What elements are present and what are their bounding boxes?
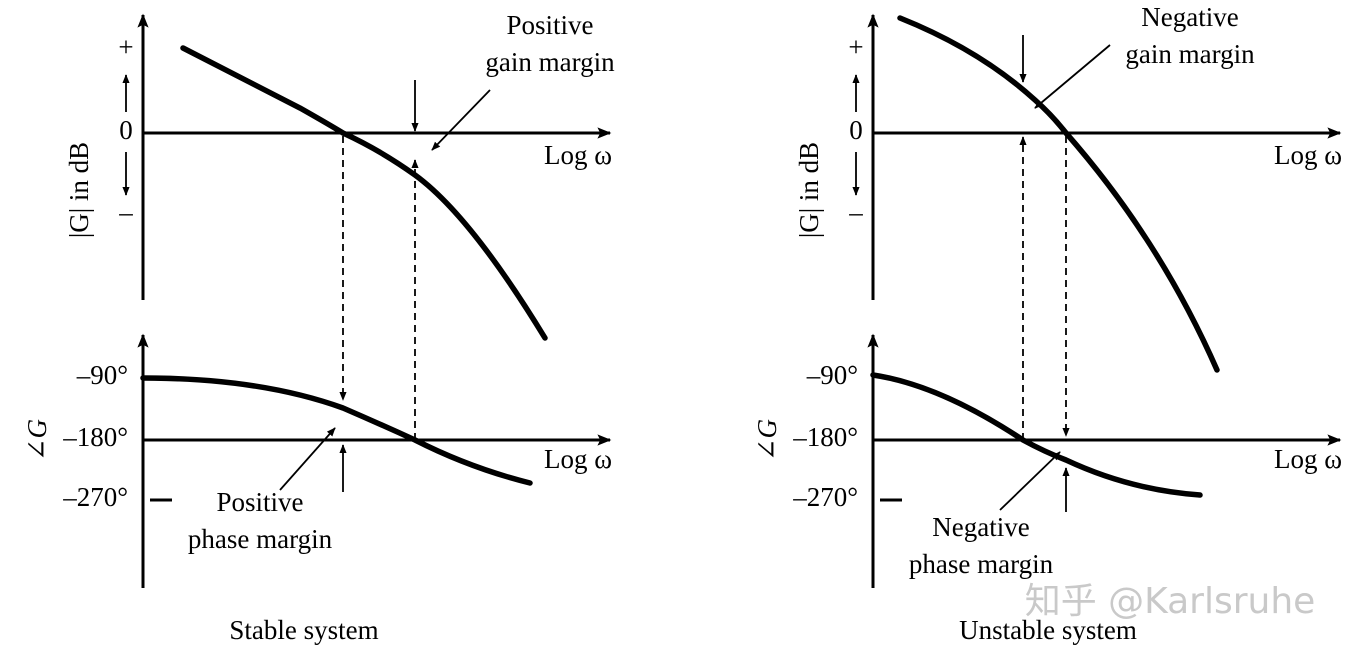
tick-label: + (848, 32, 863, 62)
axis-label: |G| in dB (64, 142, 94, 238)
magnitude-curve (897, 15, 1220, 373)
tick-label: –270° (62, 482, 128, 512)
tick-label: 0 (119, 115, 133, 145)
x-label: Log ω (544, 444, 612, 474)
tick-label: 0 (849, 115, 863, 145)
axis-label: |G| in dB (794, 142, 824, 238)
tick-label: – (118, 197, 133, 227)
annotation: gain margin (485, 47, 615, 77)
tick-label: –180° (62, 422, 128, 452)
x-label: Log ω (544, 140, 612, 170)
phase-curve (870, 372, 1203, 498)
tick-label: –90° (76, 360, 128, 390)
annotation: phase margin (188, 524, 333, 554)
annotation: Positive (506, 10, 593, 40)
caption: Unstable system (959, 615, 1137, 645)
stable-panel: + 0 – |G| in dB Log ω Positive gain marg… (22, 10, 615, 645)
annotation: Positive (216, 487, 303, 517)
axis-label: ∠G (752, 419, 782, 461)
pointer (431, 89, 491, 151)
magnitude-curve (180, 45, 548, 341)
axis-label: ∠G (22, 419, 52, 461)
pointer (1034, 44, 1111, 109)
annotation: Negative (1141, 2, 1238, 32)
tick-label: –90° (806, 360, 858, 390)
annotation: gain margin (1125, 39, 1255, 69)
annotation: Negative (932, 512, 1029, 542)
pointer (999, 451, 1061, 511)
x-label: Log ω (1274, 140, 1342, 170)
pointer (279, 427, 336, 491)
tick-label: – (848, 197, 863, 227)
caption: Stable system (229, 615, 378, 645)
tick-label: + (118, 32, 133, 62)
phase-curve (140, 375, 533, 486)
watermark: 知乎 @Karlsruhe (1025, 581, 1316, 622)
tick-label: –180° (792, 422, 858, 452)
x-label: Log ω (1274, 444, 1342, 474)
tick-label: –270° (792, 482, 858, 512)
annotation: phase margin (909, 549, 1054, 579)
unstable-panel: + 0 – |G| in dB Log ω Negative gain marg… (752, 2, 1342, 645)
